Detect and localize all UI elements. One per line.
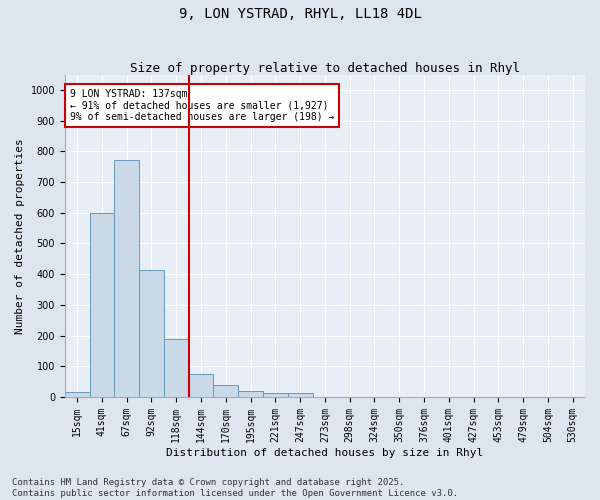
Bar: [115, 160, 139, 397]
Bar: [288, 394, 313, 397]
Bar: [214, 386, 238, 397]
Bar: [238, 392, 263, 397]
X-axis label: Distribution of detached houses by size in Rhyl: Distribution of detached houses by size …: [166, 448, 484, 458]
Bar: [139, 270, 164, 397]
Bar: [188, 374, 214, 397]
Text: 9, LON YSTRAD, RHYL, LL18 4DL: 9, LON YSTRAD, RHYL, LL18 4DL: [179, 8, 421, 22]
Bar: [89, 212, 115, 397]
Y-axis label: Number of detached properties: Number of detached properties: [15, 138, 25, 334]
Text: 9 LON YSTRAD: 137sqm
← 91% of detached houses are smaller (1,927)
9% of semi-det: 9 LON YSTRAD: 137sqm ← 91% of detached h…: [70, 89, 334, 122]
Bar: [263, 394, 288, 397]
Title: Size of property relative to detached houses in Rhyl: Size of property relative to detached ho…: [130, 62, 520, 74]
Bar: [164, 338, 188, 397]
Text: Contains HM Land Registry data © Crown copyright and database right 2025.
Contai: Contains HM Land Registry data © Crown c…: [12, 478, 458, 498]
Bar: [65, 392, 89, 397]
